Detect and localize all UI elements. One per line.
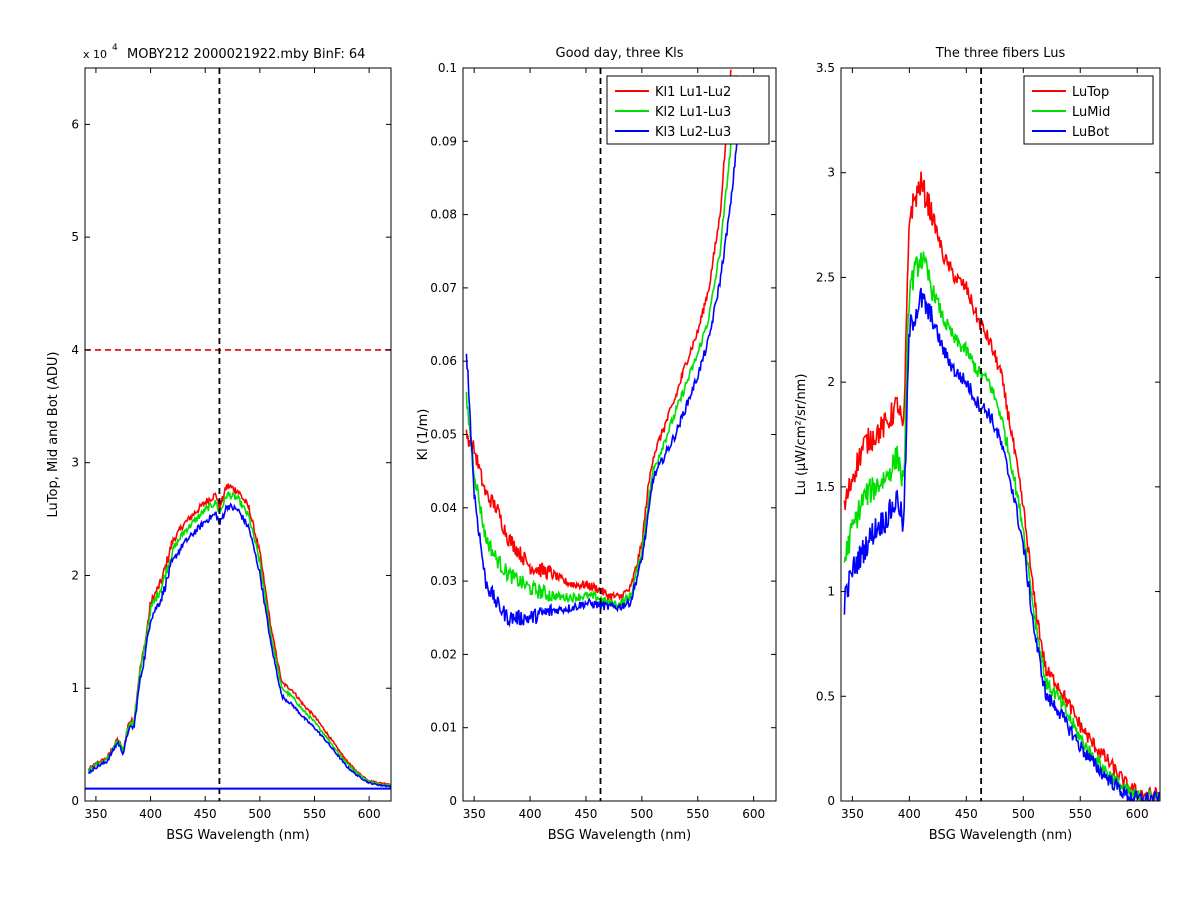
series-line-0 [843,171,1160,801]
panel-title: The three fibers Lus [935,46,1066,61]
y-tick-label: 5 [71,230,79,244]
x-tick-label: 550 [686,807,709,821]
y-tick-label: 0.07 [430,281,457,295]
y-tick-label: 0.06 [430,354,457,368]
panel-title: Good day, three Kls [556,46,684,61]
y-tick-label: 0.04 [430,501,457,515]
y-tick-label: 0.01 [430,721,457,735]
x-tick-label: 500 [248,807,271,821]
y-tick-label: 0 [827,794,835,808]
x-tick-label: 350 [463,807,486,821]
y-tick-label: 2 [827,375,835,389]
x-axis-label: BSG Wavelength (nm) [929,828,1072,843]
series-line-0 [465,69,732,603]
x-tick-label: 500 [630,807,653,821]
x-tick-label: 400 [519,807,542,821]
y-tick-label: 1 [827,585,835,599]
y-tick-label: 0.03 [430,574,457,588]
tick-labels: 350 400 450 500 550 600 0 1 2 3 4 5 6 [71,117,380,821]
tick-labels: 350 400 450 500 550 600 0 0.01 0.02 0.03 0.04 0.05 0… [430,61,765,821]
series-line-2 [465,75,743,628]
plot-lines [843,68,1160,801]
y-tick-label: 2 [71,568,79,582]
x-tick-label: 550 [1069,807,1092,821]
y-axis-label: LuTop, Mid and Bot (ADU) [46,352,61,518]
x-tick-label: 500 [1012,807,1035,821]
legend: LuTop LuMid LuBot [1023,75,1154,145]
x-tick-label: 600 [358,807,381,821]
x-tick-label: 400 [898,807,921,821]
x-tick-label: 600 [742,807,765,821]
plot-lines [85,68,391,801]
legend-label: Kl2 Lu1-Lu3 [655,105,731,120]
y-tick-label: 4 [71,343,79,357]
panel-kl: 350 400 450 500 550 600 0 0.01 0.02 0.03 0.04 0.05 0… [416,46,777,843]
y-tick-label: 3 [827,166,835,180]
legend-label: LuBot [1072,125,1109,140]
x-tick-label: 350 [84,807,107,821]
x-tick-label: 400 [139,807,162,821]
y-tick-label: 0.1 [438,61,457,75]
y-tick-label: 0 [449,794,457,808]
y-tick-label: 1 [71,681,79,695]
series-line-1 [843,251,1160,801]
y-tick-label: 3 [71,456,79,470]
y-tick-label: 0.09 [430,134,457,148]
legend-label: LuMid [1072,105,1110,120]
legend-label: LuTop [1072,85,1109,100]
legend-label: Kl3 Lu2-Lu3 [655,125,731,140]
x-tick-label: 600 [1126,807,1149,821]
y-tick-label: 0.08 [430,208,457,222]
exponent-label: x 10 [83,48,107,61]
y-tick-label: 1.5 [816,480,835,494]
tick-labels: 350 400 450 500 550 600 0 0.5 1 1.5 2 2.5 3 3.5 [816,61,1149,821]
x-axis-label: BSG Wavelength (nm) [166,828,309,843]
y-tick-label: 6 [71,117,79,131]
series-line-2 [87,502,391,789]
series-line-2 [843,287,1160,801]
y-tick-label: 0.05 [430,428,457,442]
y-tick-label: 0.5 [816,689,835,703]
legend: Kl1 Lu1-Lu2 Kl2 Lu1-Lu3 Kl3 Lu2-Lu3 [606,75,770,145]
x-tick-label: 550 [303,807,326,821]
axes-frame [840,67,1161,802]
panel-title: MOBY212 2000021922.mby BinF: 64 [127,47,365,62]
tick-marks [841,67,1160,802]
y-axis-label: Kl (1/m) [416,409,431,461]
axes-frame [84,67,392,802]
x-axis-label: BSG Wavelength (nm) [548,828,691,843]
x-tick-label: 450 [955,807,978,821]
x-tick-label: 450 [194,807,217,821]
panel-lu-adu: 350 400 450 500 550 600 0 1 2 3 4 5 6 MOBY212 200002… [46,43,392,843]
panel-lu-radiance: 350 400 450 500 550 600 0 0.5 1 1.5 2 2.5 3 3.5 The t… [794,46,1161,843]
legend-label: Kl1 Lu1-Lu2 [655,85,731,100]
exponent-sup: 4 [112,43,118,53]
y-tick-label: 2.5 [816,270,835,284]
x-tick-label: 450 [575,807,598,821]
tick-marks [85,68,391,802]
x-tick-label: 350 [841,807,864,821]
y-tick-label: 0.02 [430,647,457,661]
y-tick-label: 3.5 [816,61,835,75]
y-axis-label: Lu (μW/cm²/sr/nm) [794,374,809,496]
plot-lines [465,68,743,801]
y-tick-label: 0 [71,794,79,808]
tick-marks [463,67,776,802]
